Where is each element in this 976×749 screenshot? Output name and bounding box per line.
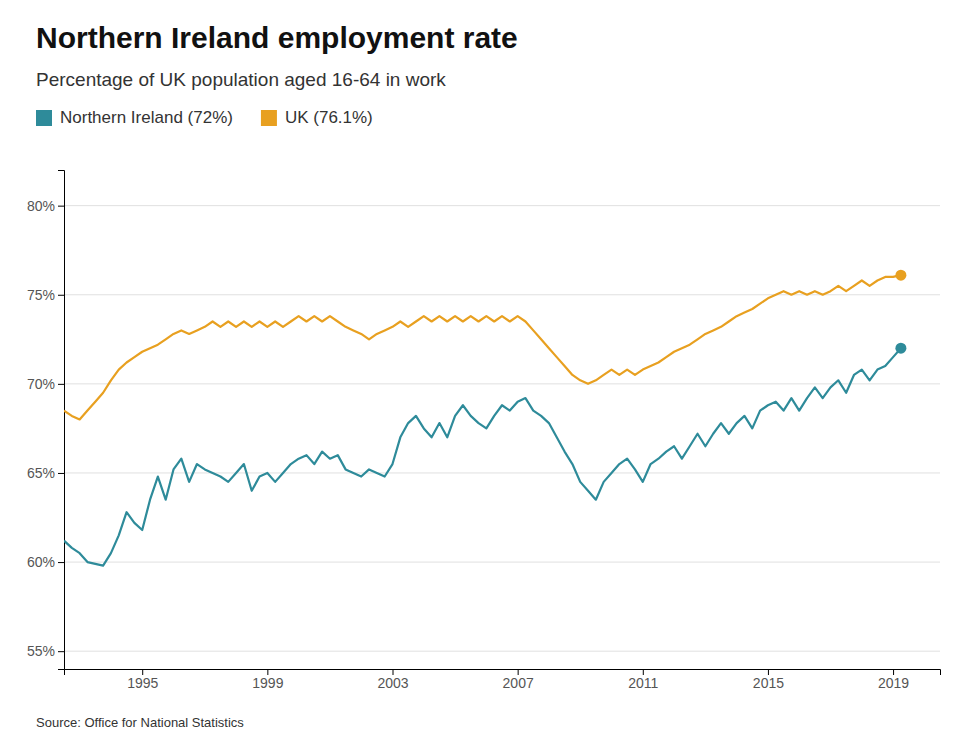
y-tick: 65% xyxy=(27,465,64,481)
y-tick: 60% xyxy=(27,554,64,570)
x-tick: 1999 xyxy=(252,669,283,691)
x-tick-label: 1999 xyxy=(252,675,283,691)
x-tick: 2015 xyxy=(753,669,784,691)
legend: Northern Ireland (72%) UK (76.1%) xyxy=(36,108,373,127)
y-tick: 80% xyxy=(27,198,64,214)
y-tick-mark xyxy=(58,473,64,474)
legend-swatch xyxy=(261,110,277,126)
x-axis: 1995 1999 2003 2007 2011 2015 2019 xyxy=(65,669,941,691)
x-tick-label: 2007 xyxy=(503,675,534,691)
legend-label: UK (76.1%) xyxy=(285,108,373,127)
x-tick-label: 2019 xyxy=(878,675,909,691)
x-tick-label: 2003 xyxy=(377,675,408,691)
grid-line xyxy=(64,651,940,652)
grid-line xyxy=(64,472,940,473)
y-axis: 55% 60% 65% 70% 75% 80% xyxy=(27,171,65,670)
title: Northern Ireland employment rate xyxy=(36,21,518,54)
y-tick: 75% xyxy=(27,287,64,303)
series-line xyxy=(64,275,901,419)
source: Source: Office for National Statistics xyxy=(36,715,244,730)
y-tick-mark xyxy=(58,206,64,207)
end-point xyxy=(895,270,906,281)
x-tick-label: 2011 xyxy=(628,675,658,691)
x-tick: 1995 xyxy=(127,669,158,691)
plot-area: 1995 1999 2003 2007 2011 2015 2019 55% 60% 65% 70%… xyxy=(27,171,941,691)
x-tick-label: 2015 xyxy=(753,675,784,691)
legend-label: Northern Ireland (72%) xyxy=(60,108,233,127)
grid-line xyxy=(64,383,940,384)
end-point xyxy=(895,343,906,354)
grid-line xyxy=(64,562,940,563)
y-tick-mark xyxy=(58,384,64,385)
grid xyxy=(64,206,940,652)
x-tick: 2011 xyxy=(628,669,658,691)
legend-swatch xyxy=(36,110,52,126)
x-tick: 2019 xyxy=(878,669,909,691)
subtitle: Percentage of UK population aged 16-64 i… xyxy=(36,69,446,90)
grid-line xyxy=(64,205,940,206)
series-line xyxy=(64,348,901,565)
chart: Northern Ireland employment rate Percenta… xyxy=(0,0,976,749)
y-tick-label: 65% xyxy=(27,465,55,481)
y-tick-label: 80% xyxy=(27,198,55,214)
y-tick-label: 75% xyxy=(27,287,55,303)
y-tick-label: 55% xyxy=(27,643,55,659)
y-axis-line xyxy=(58,171,65,670)
y-tick: 70% xyxy=(27,376,64,392)
y-tick-mark xyxy=(58,562,64,563)
y-tick-mark xyxy=(58,651,64,652)
y-tick-label: 60% xyxy=(27,554,55,570)
y-tick: 55% xyxy=(27,643,64,659)
legend-item: UK (76.1%) xyxy=(261,108,373,127)
legend-item: Northern Ireland (72%) xyxy=(36,108,233,127)
x-tick: 2003 xyxy=(377,669,408,691)
x-tick-label: 1995 xyxy=(127,675,158,691)
y-tick-mark xyxy=(58,295,64,296)
x-tick: 2007 xyxy=(503,669,534,691)
series-group xyxy=(64,270,906,566)
y-tick-label: 70% xyxy=(27,376,55,392)
